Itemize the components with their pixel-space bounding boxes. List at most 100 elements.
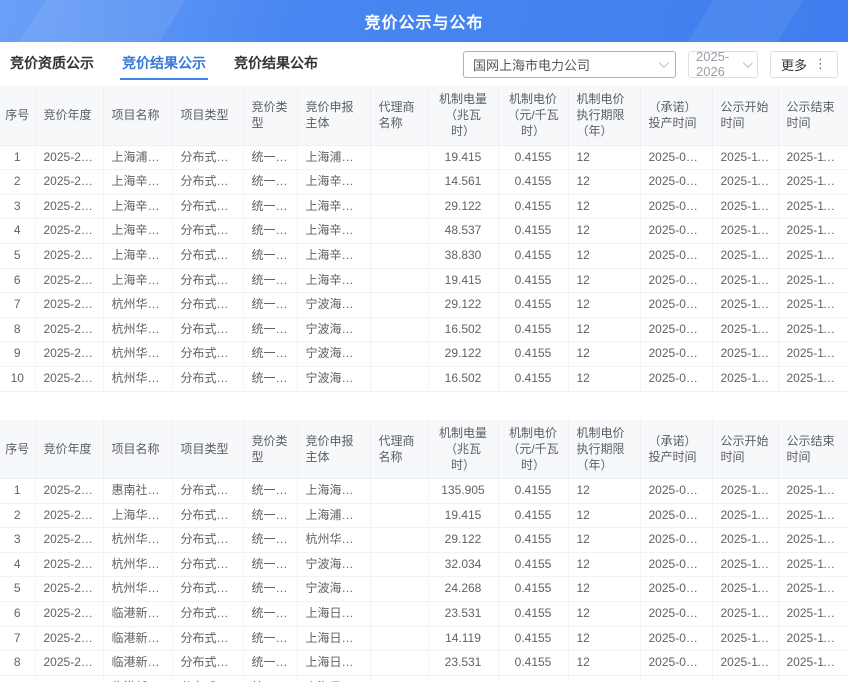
table-cell: 38.830 — [428, 243, 499, 269]
table-cell: 12 — [568, 366, 641, 392]
table-row: 32025-2026杭州华耀顺新...分布式光伏统一竞价杭州华耀顺新...29.… — [0, 527, 848, 553]
table-cell: 2 — [0, 503, 36, 529]
table-cell: 0.4155 — [498, 478, 569, 504]
table-cell: 2025-06-16 — [640, 576, 713, 603]
table-cell: 2025-11-21 — [712, 650, 779, 676]
more-button[interactable]: 更多 ⋮ — [769, 50, 838, 78]
table-cell — [370, 527, 429, 553]
table-cell: 0.4155 — [498, 576, 569, 603]
table-cell: 3 — [0, 527, 36, 553]
table-header-row: 序号 竞价年度 项目名称 项目类型 竞价类型 竞价申报主体 代理商名称 机制电量… — [0, 86, 848, 146]
column-header-commission-time: （承诺）投产时间 — [640, 86, 713, 146]
table-cell: 0.4155 — [498, 218, 569, 244]
table-cell: 2025-11-21 — [712, 268, 779, 294]
table-cell: 14.119 — [428, 626, 499, 652]
table-cell: 2025-2026 — [35, 169, 104, 195]
tab-result-publicity[interactable]: 竞价结果公示 — [120, 49, 208, 80]
table-cell: 上海辛蒲泰新... — [297, 218, 371, 244]
table-cell: 2025-11-21 — [712, 218, 779, 244]
tab-result-announcement[interactable]: 竞价结果公布 — [234, 54, 318, 71]
table-cell: 0.4155 — [498, 650, 569, 676]
table-cell: 统一竞价 — [243, 145, 298, 171]
table-cell: 0.4155 — [498, 527, 569, 553]
company-select[interactable]: 国网上海市电力公司 — [462, 50, 676, 78]
table-cell — [370, 675, 429, 682]
tab-qualification-publicity[interactable]: 竞价资质公示 — [10, 54, 94, 71]
table-cell: 29.122 — [428, 341, 499, 367]
table-cell — [370, 194, 429, 220]
table-cell: 上海日以照料... — [297, 675, 371, 682]
table-cell: 6 — [0, 268, 36, 294]
table-cell: 12 — [568, 341, 641, 367]
table-cell: 2025-11-28 — [778, 601, 848, 627]
table-cell: 12 — [568, 478, 641, 504]
table-cell: 2025-06-16 — [640, 503, 713, 529]
table-cell: 统一竞价 — [243, 292, 298, 318]
table-cell: 上海日以照料... — [297, 626, 371, 652]
table-cell: 2025-06-16 — [640, 552, 713, 578]
table-cell: 统一竞价 — [243, 650, 298, 676]
table-cell: 2025-11-28 — [778, 268, 848, 294]
table-cell: 2025-11-28 — [778, 626, 848, 652]
table-cell: 2025-11-28 — [778, 650, 848, 676]
table-cell: 宁波海昕顺新... — [297, 341, 371, 367]
table-cell: 8 — [0, 650, 36, 676]
table-cell: 分布式光伏 — [172, 576, 244, 603]
table-cell: 12 — [568, 576, 641, 603]
table-cell — [370, 552, 429, 578]
table-cell: 临港新片区农... — [103, 675, 173, 682]
table-cell: 上海浦东华电... — [103, 145, 173, 171]
column-header-bidding-type: 竞价类型 — [243, 86, 298, 146]
table-cell: 分布式光伏 — [172, 601, 244, 627]
table-cell: 9 — [0, 341, 36, 367]
table-cell: 0.4155 — [498, 503, 569, 529]
table-cell: 2025-06-12 — [640, 243, 713, 269]
table-cell: 统一竞价 — [243, 194, 298, 220]
table-cell: 分布式光伏 — [172, 169, 244, 195]
table-cell — [370, 317, 429, 343]
table-cell: 2025-2026 — [35, 552, 104, 578]
table-cell: 统一竞价 — [243, 218, 298, 244]
table-cell: 2025-11-21 — [712, 503, 779, 529]
table-cell: 2025-11-28 — [778, 503, 848, 529]
table-cell: 2025-06-06 — [640, 145, 713, 171]
table-header: 序号 竞价年度 项目名称 项目类型 竞价类型 竞价申报主体 代理商名称 机制电量… — [0, 86, 848, 146]
table-cell: 0.4155 — [498, 317, 569, 343]
table-cell: 统一竞价 — [243, 169, 298, 195]
table-cell: 2025-2026 — [35, 366, 104, 392]
table-cell: 2025-2026 — [35, 601, 104, 627]
column-header-bidding-year: 竞价年度 — [35, 86, 104, 146]
table-cell: 杭州华耀顺新... — [103, 576, 173, 603]
table-cell: 2025-06-17 — [640, 601, 713, 627]
year-select[interactable]: 2025-2026 — [687, 49, 758, 79]
table-row: 52025-2026上海辛蒲泰新...分布式光伏统一竞价上海辛蒲泰新...38.… — [0, 243, 848, 269]
table-cell: 统一竞价 — [243, 341, 298, 367]
table-cell: 2025-2026 — [35, 317, 104, 343]
table-cell: 2025-11-28 — [778, 243, 848, 269]
table-cell: 2025-2026 — [35, 527, 104, 553]
table-cell: 上海海创汇新... — [297, 478, 371, 504]
table-cell: 7 — [0, 292, 36, 318]
table-cell: 2025-2026 — [35, 194, 104, 220]
column-header-publicity-end: 公示结束时间 — [778, 86, 848, 146]
table-cell: 19.415 — [428, 503, 499, 529]
table-cell: 2025-2026 — [35, 576, 104, 603]
page-banner: 竞价公示与公布 — [0, 0, 848, 42]
column-header-mechanism-price: 机制电价（元/千瓦时） — [498, 86, 569, 146]
table-cell: 0.4155 — [498, 626, 569, 652]
table-cell: 12 — [568, 503, 641, 529]
table-cell: 杭州华耀顺新... — [103, 366, 173, 392]
bidding-result-table-2: 序号 竞价年度 项目名称 项目类型 竞价类型 竞价申报主体 代理商名称 机制电量… — [0, 419, 848, 682]
table-cell: 23.531 — [428, 601, 499, 627]
column-header-bidding-year: 竞价年度 — [35, 419, 104, 480]
table-cell: 12 — [568, 527, 641, 553]
table-cell: 2025-06-17 — [640, 675, 713, 682]
table-body: 12025-2026惠南社区民乐...分布式光伏统一竞价上海海创汇新...135… — [0, 478, 848, 682]
column-header-agent-name: 代理商名称 — [370, 419, 429, 480]
table-cell: 0.4155 — [498, 675, 569, 682]
